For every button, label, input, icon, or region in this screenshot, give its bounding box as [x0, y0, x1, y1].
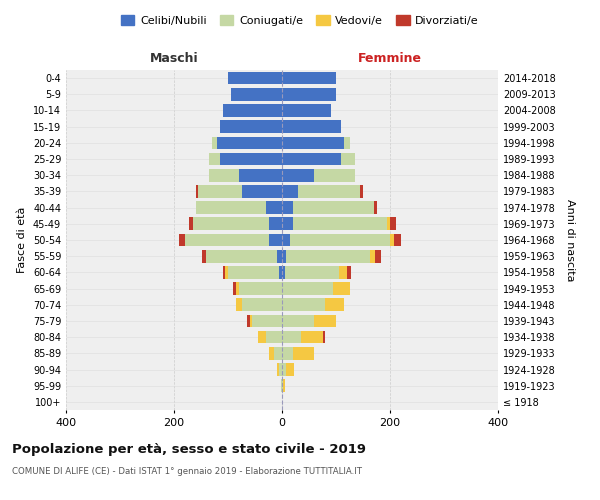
Bar: [282, 104, 331, 117]
Bar: [236, 282, 239, 295]
Bar: [217, 136, 282, 149]
Bar: [282, 234, 290, 246]
Y-axis label: Anni di nascita: Anni di nascita: [565, 198, 575, 281]
Legend: Celibi/Nubili, Coniugati/e, Vedovi/e, Divorziati/e: Celibi/Nubili, Coniugati/e, Vedovi/e, Di…: [117, 10, 483, 30]
Bar: [282, 266, 285, 278]
Bar: [338, 266, 347, 278]
Bar: [394, 234, 401, 246]
Bar: [220, 120, 282, 133]
Bar: [283, 380, 285, 392]
Text: COMUNE DI ALIFE (CE) - Dati ISTAT 1° gennaio 2019 - Elaborazione TUTTITALIA.IT: COMUNE DI ALIFE (CE) - Dati ISTAT 1° gen…: [12, 468, 362, 476]
Text: Femmine: Femmine: [358, 52, 422, 65]
Bar: [236, 298, 241, 311]
Bar: [233, 282, 236, 295]
Bar: [277, 363, 280, 376]
Bar: [193, 218, 269, 230]
Bar: [241, 185, 282, 198]
Bar: [228, 72, 282, 85]
Bar: [282, 363, 286, 376]
Text: Popolazione per età, sesso e stato civile - 2019: Popolazione per età, sesso e stato civil…: [12, 442, 366, 456]
Bar: [290, 234, 390, 246]
Bar: [282, 136, 344, 149]
Bar: [323, 331, 325, 344]
Bar: [298, 185, 360, 198]
Bar: [239, 282, 282, 295]
Bar: [285, 266, 338, 278]
Bar: [269, 218, 282, 230]
Bar: [266, 202, 282, 214]
Bar: [223, 266, 226, 278]
Bar: [209, 152, 220, 166]
Bar: [282, 331, 301, 344]
Bar: [388, 218, 390, 230]
Bar: [286, 250, 370, 262]
Bar: [282, 218, 293, 230]
Bar: [179, 234, 185, 246]
Bar: [390, 234, 394, 246]
Bar: [293, 347, 314, 360]
Bar: [347, 266, 351, 278]
Bar: [314, 169, 355, 181]
Bar: [282, 380, 283, 392]
Bar: [196, 202, 266, 214]
Bar: [280, 266, 282, 278]
Bar: [282, 347, 293, 360]
Bar: [209, 169, 239, 181]
Bar: [241, 298, 282, 311]
Bar: [274, 347, 282, 360]
Bar: [280, 363, 282, 376]
Bar: [282, 185, 298, 198]
Bar: [281, 380, 282, 392]
Bar: [196, 185, 198, 198]
Bar: [188, 218, 193, 230]
Bar: [269, 347, 274, 360]
Bar: [334, 282, 349, 295]
Y-axis label: Fasce di età: Fasce di età: [17, 207, 27, 273]
Bar: [282, 282, 334, 295]
Bar: [325, 298, 344, 311]
Bar: [220, 152, 282, 166]
Bar: [282, 298, 325, 311]
Bar: [266, 331, 282, 344]
Bar: [198, 185, 241, 198]
Bar: [374, 202, 377, 214]
Bar: [282, 88, 336, 101]
Bar: [390, 218, 397, 230]
Bar: [230, 88, 282, 101]
Bar: [282, 202, 293, 214]
Bar: [314, 314, 336, 328]
Bar: [293, 218, 388, 230]
Bar: [277, 250, 282, 262]
Bar: [253, 314, 282, 328]
Bar: [185, 234, 269, 246]
Bar: [250, 314, 253, 328]
Bar: [360, 185, 363, 198]
Bar: [226, 266, 228, 278]
Bar: [341, 152, 355, 166]
Bar: [269, 234, 282, 246]
Bar: [282, 120, 341, 133]
Bar: [212, 136, 217, 149]
Bar: [223, 104, 282, 117]
Bar: [282, 250, 286, 262]
Bar: [247, 314, 250, 328]
Bar: [286, 363, 295, 376]
Bar: [282, 169, 314, 181]
Bar: [376, 250, 381, 262]
Bar: [206, 250, 277, 262]
Bar: [228, 266, 280, 278]
Bar: [301, 331, 323, 344]
Bar: [282, 152, 341, 166]
Bar: [239, 169, 282, 181]
Bar: [282, 314, 314, 328]
Bar: [202, 250, 206, 262]
Bar: [370, 250, 376, 262]
Bar: [282, 72, 336, 85]
Text: Maschi: Maschi: [149, 52, 199, 65]
Bar: [293, 202, 374, 214]
Bar: [258, 331, 266, 344]
Bar: [344, 136, 349, 149]
